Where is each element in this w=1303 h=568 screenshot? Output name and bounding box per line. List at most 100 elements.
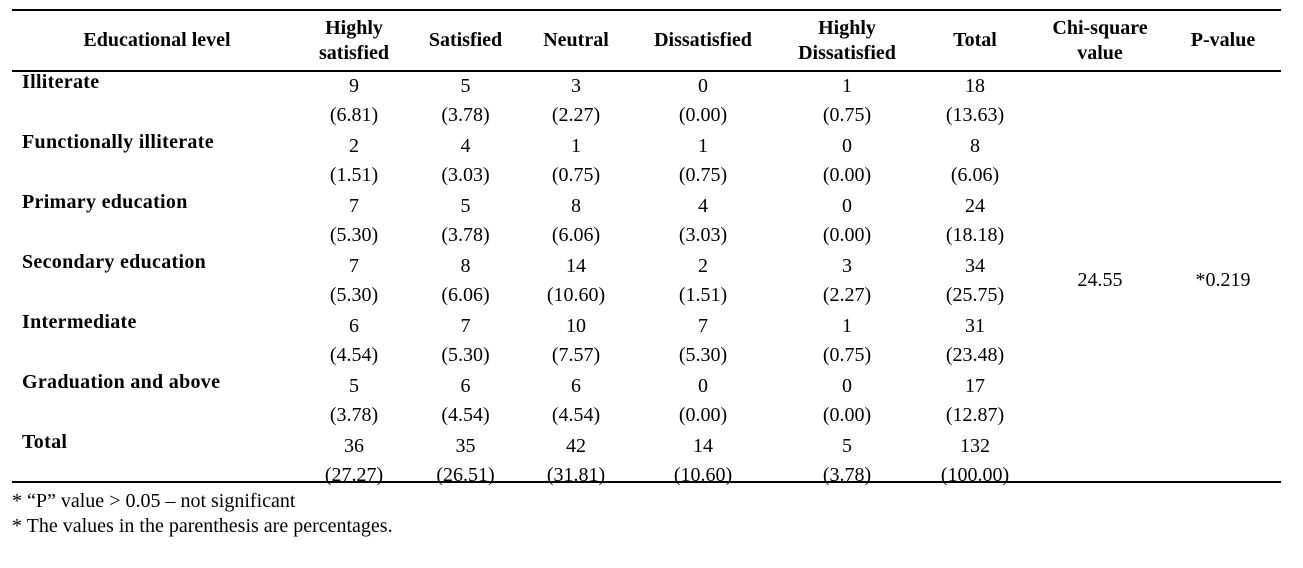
cell-percentage: (0.75) xyxy=(822,344,872,366)
cell-percentage: (6.81) xyxy=(329,104,379,126)
table-cell: 7 (5.30) xyxy=(302,190,406,250)
cell-count: 14 xyxy=(566,255,586,277)
table-row: Secondary education 7 (5.30) 8 (6.06) 14 (10.6… xyxy=(12,250,1281,310)
chi-square-value: 24.55 xyxy=(1077,268,1123,291)
table-cell: 4 (3.03) xyxy=(627,190,779,250)
cell-percentage: (25.75) xyxy=(945,284,1005,306)
p-value: *0.219 xyxy=(1195,268,1251,291)
cell-percentage: (0.00) xyxy=(678,404,728,426)
table-cell: 14 (10.60) xyxy=(627,430,779,490)
table-cell: 9 (6.81) xyxy=(302,70,406,130)
cell-count: 6 xyxy=(349,315,359,337)
cell-count: 34 xyxy=(965,255,985,277)
table-cell: 3 (2.27) xyxy=(525,70,627,130)
cell-percentage: (0.75) xyxy=(551,164,601,186)
cell-count: 5 xyxy=(349,375,359,397)
cell-count: 35 xyxy=(455,435,476,457)
header-chi-square-value: Chi-square value xyxy=(1052,16,1148,64)
cell-count: 7 xyxy=(460,315,471,337)
cell-percentage: (5.30) xyxy=(329,284,379,306)
cell-count: 10 xyxy=(566,315,586,337)
cell-count: 8 xyxy=(571,195,581,217)
cell-count: 7 xyxy=(349,255,359,277)
cell-percentage: (3.78) xyxy=(822,464,872,486)
table-row: Graduation and above 5 (3.78) 6 (4.54) 6 (4.54… xyxy=(12,370,1281,430)
cell-percentage: (23.48) xyxy=(945,344,1005,366)
cell-count: 2 xyxy=(349,135,359,157)
table-cell: 1 (0.75) xyxy=(779,310,915,370)
row-label: Illiterate xyxy=(22,71,100,93)
table-cell: 1 (0.75) xyxy=(627,130,779,190)
table-footnotes: * “P” value > 0.05 – not significant * T… xyxy=(12,489,393,539)
cell-count: 42 xyxy=(566,435,586,457)
table-cell: 0 (0.00) xyxy=(627,370,779,430)
footnote-percentages: * The values in the parenthesis are perc… xyxy=(12,515,393,537)
cell-percentage: (0.75) xyxy=(822,104,872,126)
cell-percentage: (3.78) xyxy=(441,224,490,246)
table-cell: 8 (6.06) xyxy=(525,190,627,250)
cell-count: 5 xyxy=(842,435,852,457)
header-highly-satisfied: Highly satisfied xyxy=(319,16,389,64)
top-rule xyxy=(12,9,1281,11)
cell-percentage: (0.00) xyxy=(822,404,872,426)
cell-percentage: (27.27) xyxy=(324,464,384,486)
table-cell: 0 (0.00) xyxy=(627,70,779,130)
table-cell: 35 (26.51) xyxy=(406,430,525,490)
cell-percentage: (1.51) xyxy=(678,284,728,306)
header-row: Educational level Highly satisfied Satisf… xyxy=(12,11,1281,70)
cell-percentage: (3.03) xyxy=(441,164,490,186)
cell-count: 14 xyxy=(693,435,713,457)
header-total: Total xyxy=(953,29,997,51)
cell-percentage: (3.78) xyxy=(329,404,379,426)
cell-percentage: (10.60) xyxy=(546,284,606,306)
table-cell: 1 (0.75) xyxy=(779,70,915,130)
table-cell: 18 (13.63) xyxy=(915,70,1035,130)
cell-count: 18 xyxy=(965,75,985,97)
header-p-value: P-value xyxy=(1190,29,1256,51)
cell-count: 3 xyxy=(571,75,581,97)
table-cell: 31 (23.48) xyxy=(915,310,1035,370)
cell-count: 17 xyxy=(965,375,985,397)
cell-count: 0 xyxy=(698,75,708,97)
cell-count: 8 xyxy=(970,135,980,157)
cell-percentage: (0.00) xyxy=(822,224,872,246)
table-body: Illiterate 9 (6.81) 5 (3.78) 3 (2.27) 0 (0.00) 1 (… xyxy=(12,70,1281,490)
table-cell: 5 (3.78) xyxy=(302,370,406,430)
cell-percentage: (6.06) xyxy=(950,164,1000,186)
cell-percentage: (5.30) xyxy=(441,344,490,366)
table-cell: 10 (7.57) xyxy=(525,310,627,370)
cell-count: 31 xyxy=(965,315,985,337)
header-rule xyxy=(12,70,1281,72)
cell-count: 7 xyxy=(698,315,708,337)
cell-count: 0 xyxy=(842,375,852,397)
cell-count: 1 xyxy=(571,135,581,157)
cell-count: 0 xyxy=(698,375,708,397)
table-cell: 24 (18.18) xyxy=(915,190,1035,250)
table-cell: 5 (3.78) xyxy=(779,430,915,490)
table-cell: 3 (2.27) xyxy=(779,250,915,310)
cell-percentage: (5.30) xyxy=(329,224,379,246)
cell-count: 4 xyxy=(460,135,471,157)
cell-percentage: (2.27) xyxy=(822,284,872,306)
cell-count: 5 xyxy=(460,195,471,217)
table-cell: 5 (3.78) xyxy=(406,190,525,250)
bottom-rule xyxy=(12,481,1281,483)
cell-percentage: (4.54) xyxy=(551,404,601,426)
table-row: Illiterate 9 (6.81) 5 (3.78) 3 (2.27) 0 (0.00) 1 (… xyxy=(12,70,1281,291)
table-cell: 6 (4.54) xyxy=(406,370,525,430)
cell-percentage: (6.06) xyxy=(551,224,601,246)
cell-percentage: (0.00) xyxy=(678,104,728,126)
table-cell: 2 (1.51) xyxy=(302,130,406,190)
cell-count: 1 xyxy=(698,135,708,157)
row-label: Secondary education xyxy=(22,251,207,273)
table-cell: 0 (0.00) xyxy=(779,130,915,190)
header-satisfied: Satisfied xyxy=(428,29,503,51)
table-cell: 7 (5.30) xyxy=(302,250,406,310)
table-cell: 6 (4.54) xyxy=(525,370,627,430)
cell-count: 8 xyxy=(460,255,471,277)
cell-percentage: (0.00) xyxy=(822,164,872,186)
cell-count: 4 xyxy=(698,195,708,217)
cell-percentage: (3.03) xyxy=(678,224,728,246)
cell-count: 132 xyxy=(960,435,990,457)
cell-percentage: (1.51) xyxy=(329,164,379,186)
